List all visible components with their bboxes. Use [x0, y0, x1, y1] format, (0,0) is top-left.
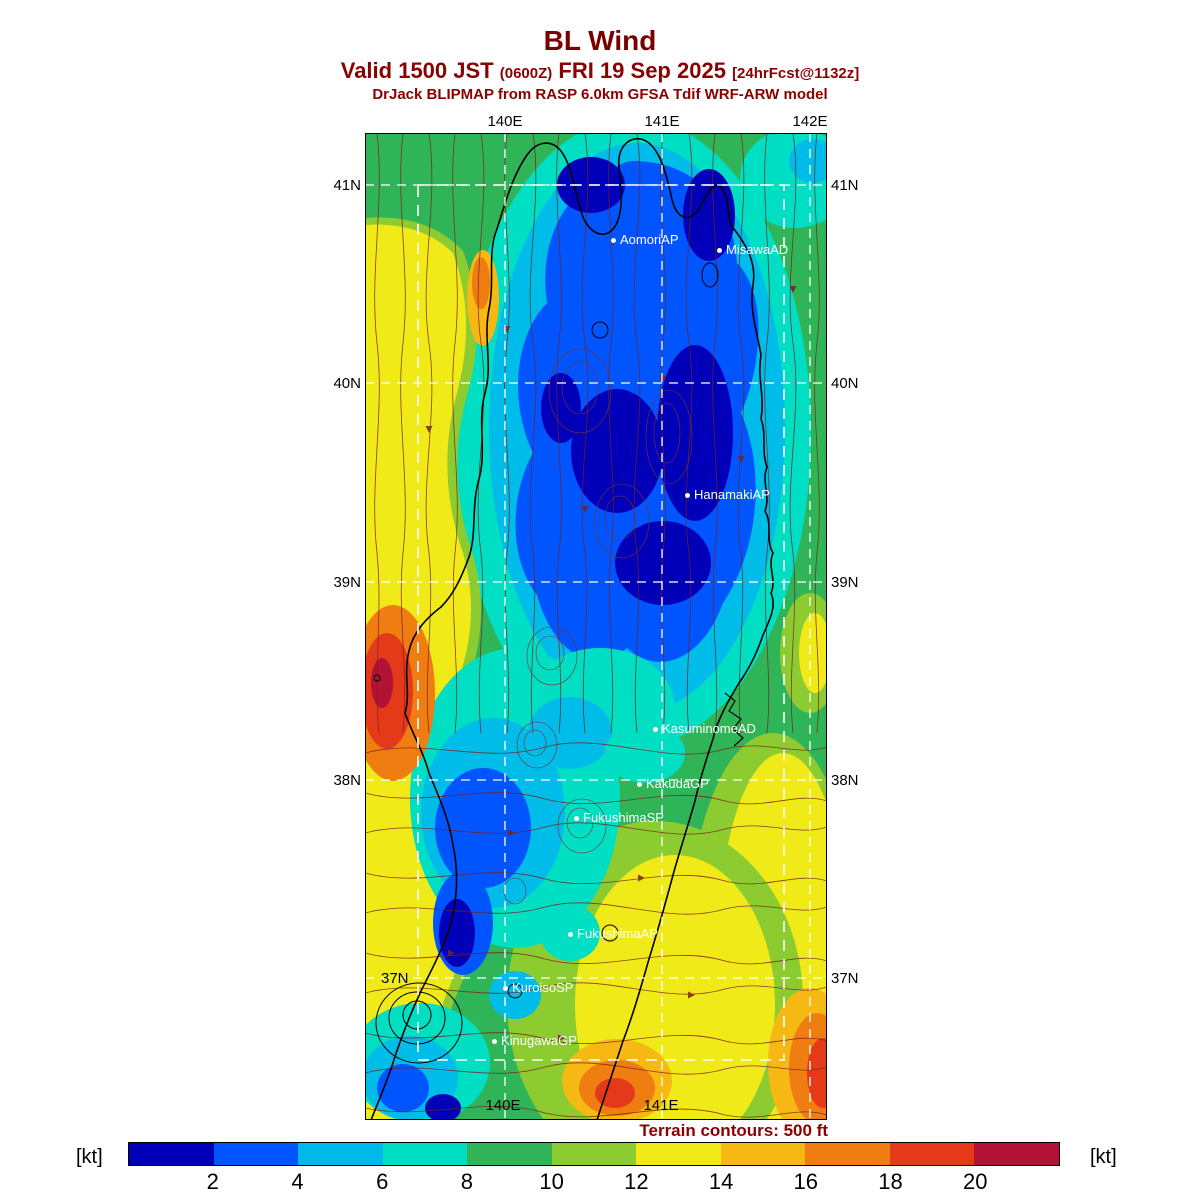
station-marker: FukushimaSP — [574, 811, 664, 825]
wind-speed-fill-layer — [365, 133, 827, 1120]
station-dot-icon — [574, 816, 579, 822]
station-label: KakudaGP — [646, 776, 709, 791]
colorbar-tick: 14 — [708, 1169, 734, 1194]
colorbar-tick: 16 — [793, 1169, 819, 1194]
colorbar-tick: 10 — [539, 1169, 564, 1194]
station-marker: KasuminomeAD — [653, 722, 756, 736]
colorbar-segment — [382, 1143, 468, 1165]
station-dot-icon — [637, 782, 642, 788]
station-marker: AomoriAP — [611, 233, 679, 247]
map-area: AomoriAP MisawaAD HanamakiAP KasuminomeA… — [365, 133, 827, 1120]
station-label: AomoriAP — [620, 232, 679, 247]
station-label: KuroisoSP — [512, 980, 574, 995]
lat-label-right: 40N — [831, 375, 859, 392]
station-marker: KinugawaGP — [492, 1034, 577, 1048]
station-dot-icon — [492, 1039, 497, 1045]
colorbar-segment — [720, 1143, 806, 1165]
colorbar-tick: 20 — [963, 1169, 988, 1194]
colorbar-unit-right: [kt] — [1090, 1146, 1117, 1168]
station-marker: FukushimaAP — [568, 927, 658, 941]
lat-label-right: 38N — [831, 772, 859, 789]
lon-label-bottom: 140E — [485, 1097, 521, 1114]
station-label: FukushimaAP — [577, 926, 658, 941]
map-frame — [365, 133, 827, 1120]
station-dot-icon — [653, 727, 658, 733]
colorbar-segment — [805, 1143, 890, 1165]
station-marker: KakudaGP — [637, 777, 709, 791]
station-marker: KuroisoSP — [503, 981, 573, 995]
lon-label-top: 141E — [644, 113, 680, 130]
colorbar-tick: 8 — [460, 1169, 474, 1194]
station-dot-icon — [611, 238, 616, 244]
station-marker: HanamakiAP — [685, 488, 770, 502]
colorbar-segment — [298, 1143, 383, 1165]
valid-prefix: Valid 1500 JST — [340, 58, 494, 83]
colorbar-gradient — [128, 1142, 1060, 1166]
station-label: KasuminomeAD — [662, 721, 756, 736]
colorbar-tick: 6 — [376, 1169, 389, 1194]
colorbar-segment — [636, 1143, 721, 1165]
lon-label-bottom: 141E — [643, 1097, 679, 1114]
colorbar-tick: 12 — [624, 1169, 649, 1194]
colorbar-segment — [129, 1143, 214, 1165]
colorbar-segment — [467, 1143, 552, 1165]
colorbar-segment — [213, 1143, 299, 1165]
valid-time-line: Valid 1500 JST (0600Z) FRI 19 Sep 2025 [… — [0, 58, 1200, 84]
valid-zulu: (0600Z) — [499, 65, 553, 82]
lat-label-left: 37N — [381, 970, 409, 987]
colorbar-segment — [974, 1143, 1060, 1165]
domain-boundary-layer — [417, 184, 785, 1061]
lat-label-right: 39N — [831, 574, 859, 591]
colorbar-ticks: 2 4 6 8 10 12 14 16 18 20 — [128, 1169, 1060, 1195]
valid-fcst: [24hrFcst@1132z] — [732, 65, 860, 82]
colorbar-segment — [551, 1143, 637, 1165]
station-marker: MisawaAD — [717, 243, 788, 257]
station-dot-icon — [717, 248, 722, 254]
station-dot-icon — [568, 932, 573, 938]
station-dot-icon — [503, 986, 508, 992]
colorbar-tick: 4 — [291, 1169, 304, 1194]
model-line: DrJack BLIPMAP from RASP 6.0km GFSA Tdif… — [372, 86, 828, 103]
terrain-contours-layer — [503, 348, 693, 905]
valid-date: FRI 19 Sep 2025 — [558, 58, 726, 83]
station-label: FukushimaSP — [583, 810, 664, 825]
lat-label-right: 41N — [831, 177, 859, 194]
lat-label-right: 37N — [831, 970, 859, 987]
lon-label-top: 140E — [487, 113, 523, 130]
station-dot-icon — [685, 493, 690, 499]
coastline-layer — [370, 138, 774, 1120]
lat-label-left: 39N — [333, 574, 361, 591]
lat-label-left: 41N — [333, 177, 361, 194]
lat-label-left: 38N — [333, 772, 361, 789]
lon-label-top: 142E — [792, 113, 828, 130]
streamlines-layer — [365, 133, 827, 1118]
station-label: KinugawaGP — [501, 1033, 577, 1048]
terrain-contours-note: Terrain contours: 500 ft — [639, 1121, 828, 1140]
colorbar-tick: 18 — [878, 1169, 903, 1194]
lat-label-left: 40N — [333, 375, 361, 392]
station-label: MisawaAD — [726, 242, 789, 257]
colorbar-segment — [889, 1143, 975, 1165]
station-label: HanamakiAP — [694, 487, 770, 502]
page-title: BL Wind — [543, 25, 657, 56]
colorbar-tick: 2 — [206, 1169, 219, 1194]
colorbar-unit-left: [kt] — [76, 1146, 103, 1168]
wind-field-map — [365, 133, 827, 1120]
